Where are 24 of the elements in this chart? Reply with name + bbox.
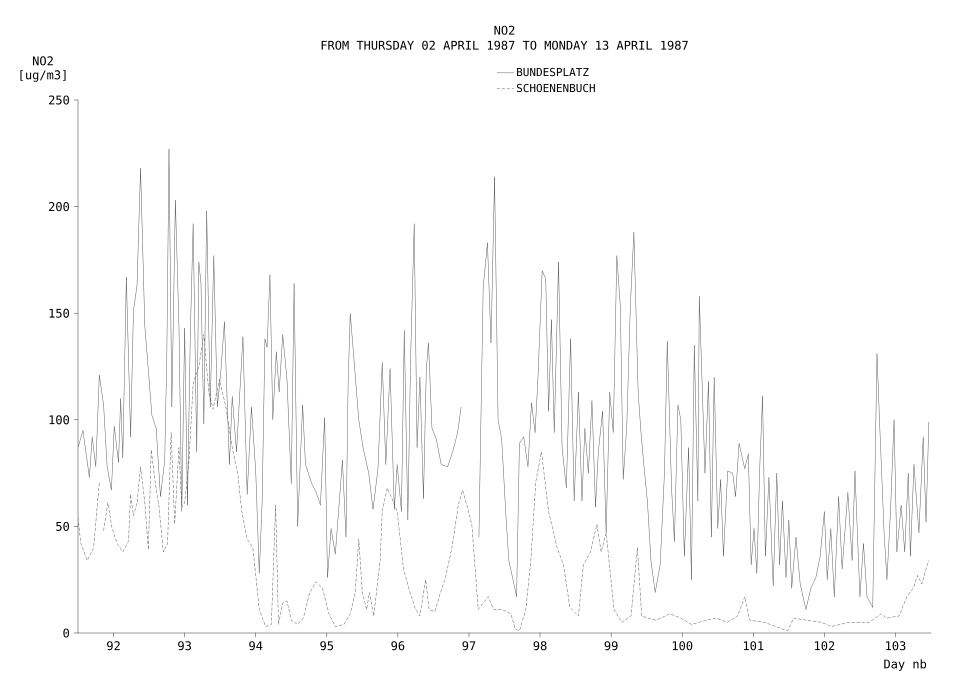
x-tick-label: 94 — [249, 641, 262, 650]
x-tick-label: 96 — [391, 641, 404, 650]
x-tick-label: 95 — [320, 641, 334, 650]
x-tick-label: 98 — [534, 641, 547, 650]
x-tick-label: 92 — [107, 641, 120, 650]
y-tick-label: 200 — [49, 202, 70, 212]
x-tick-label: 102 — [814, 641, 834, 650]
y-tick-label: 100 — [50, 415, 70, 424]
x-tick-label: 97 — [462, 641, 476, 650]
legend-label: BUNDESPLATZ — [517, 68, 589, 76]
y-tick-label: 0 — [63, 628, 70, 638]
y-tick-label: 150 — [50, 308, 70, 318]
x-tick-label: 93 — [178, 641, 191, 650]
x-tick-label: 101 — [744, 641, 764, 650]
y-tick-label: 250 — [49, 95, 70, 105]
x-tick-label: 99 — [604, 641, 618, 650]
legend-label: SCHOENENBUCH — [516, 84, 595, 92]
chart-title: NO2 — [494, 26, 514, 35]
y-axis-title: NO2 [ug/m3] — [20, 56, 66, 82]
chart-subtitle: FROM THURSDAY 02 APRIL 1987 TO MONDAY 13 APRIL 1987 — [322, 40, 688, 50]
x-axis-title: Day nb — [884, 659, 926, 671]
x-tick-label: 100 — [672, 641, 692, 650]
y-tick-label: 50 — [56, 522, 70, 531]
x-tick-label: 103 — [886, 641, 906, 650]
